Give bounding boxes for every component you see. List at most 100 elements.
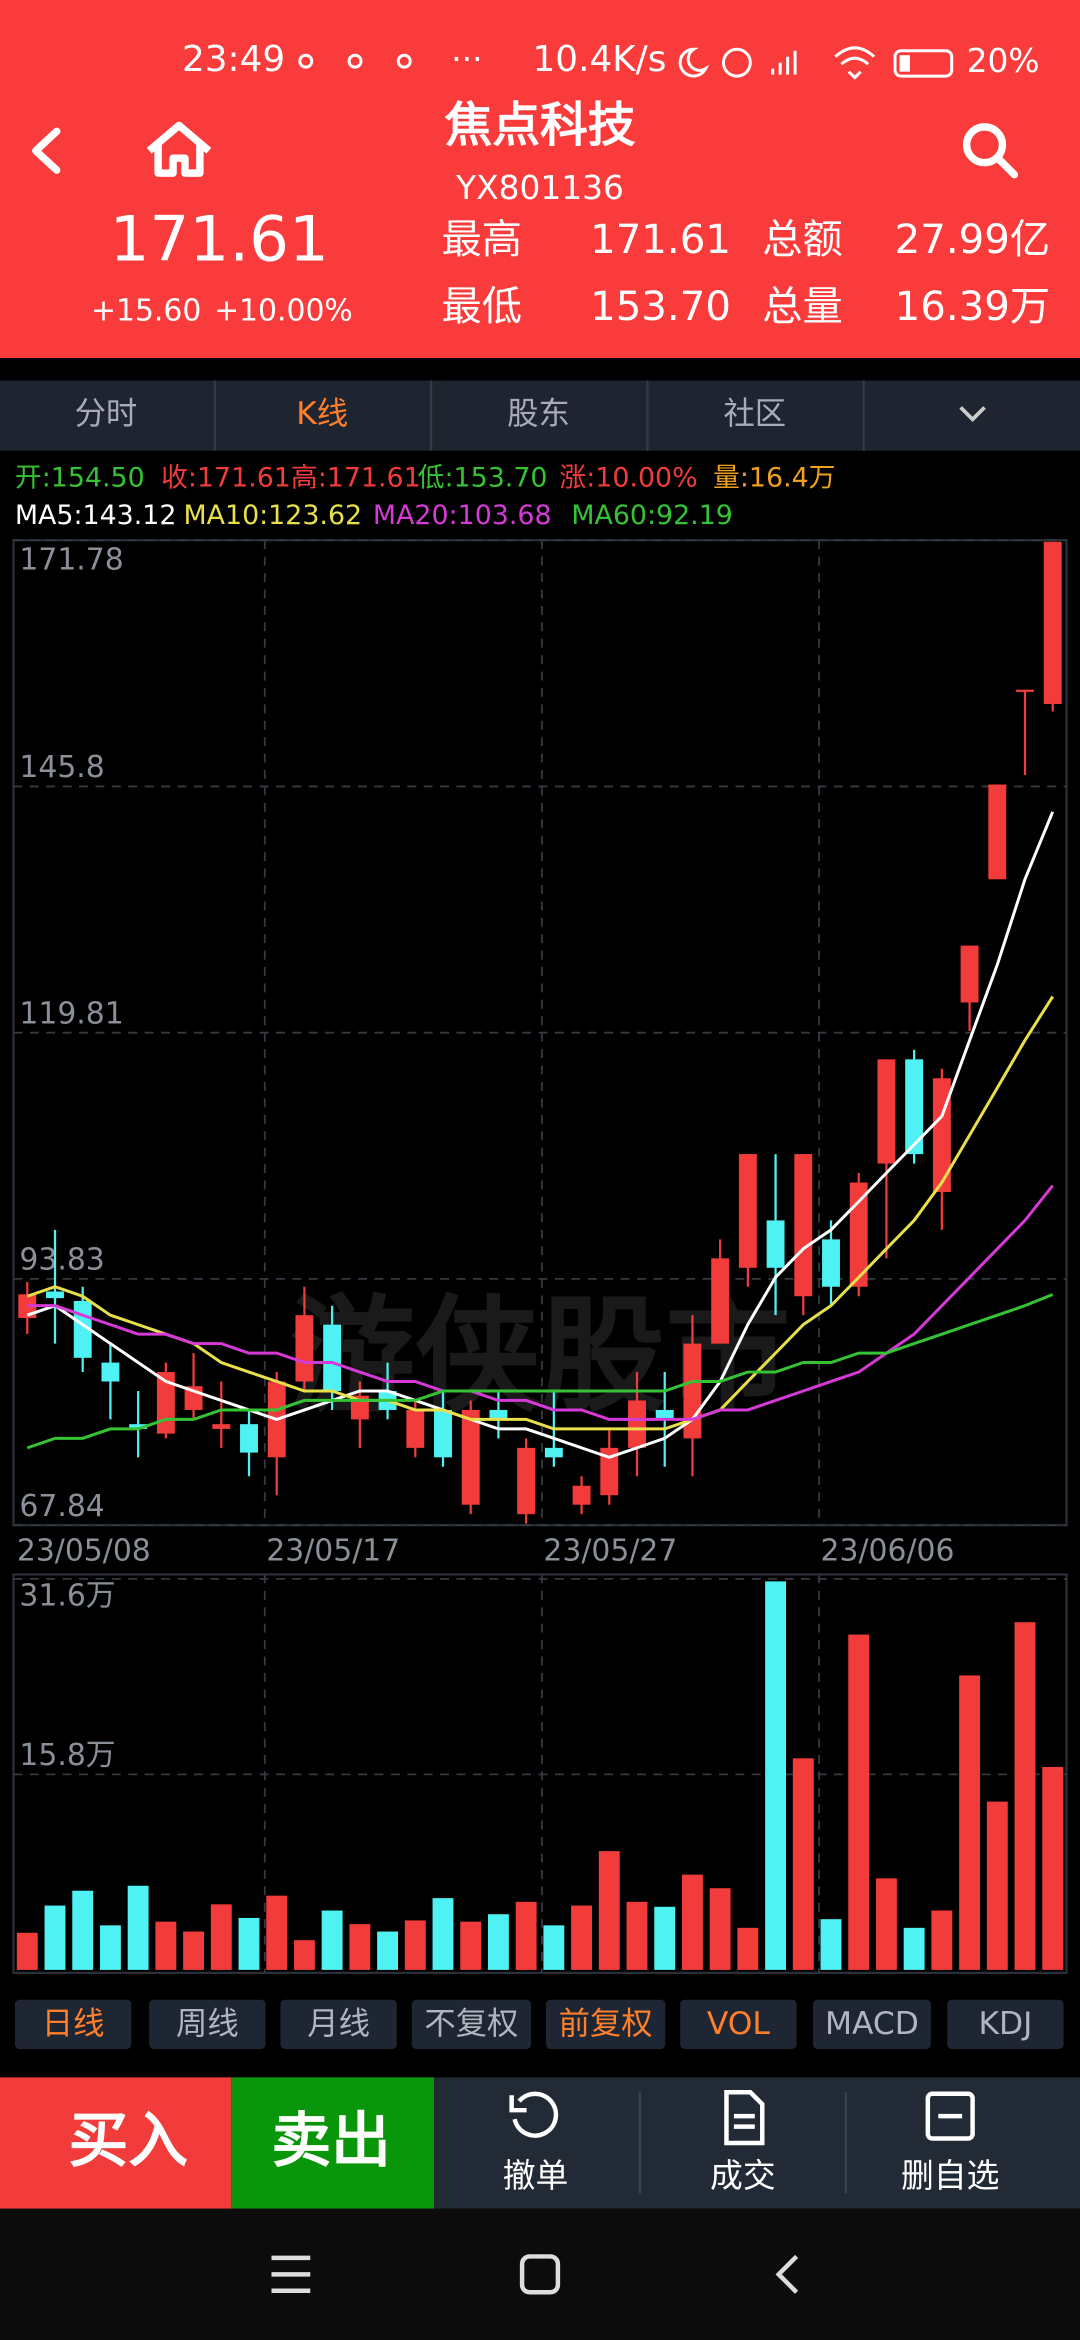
quote-item: 低:153.70: [418, 463, 548, 494]
x-tick-label: 23/06/06: [821, 1534, 955, 1569]
candle-body: [434, 1409, 452, 1458]
search-button[interactable]: [962, 123, 1019, 179]
dropdown-icon[interactable]: [959, 406, 986, 422]
tab[interactable]: 社区: [723, 396, 786, 432]
period-tab[interactable]: 周线: [176, 2006, 239, 2042]
period-tab-bg[interactable]: [812, 1999, 931, 2049]
stat-value: 27.99亿: [895, 217, 1051, 263]
period-tab-bg[interactable]: [149, 1999, 266, 2049]
volume-bar: [183, 1931, 205, 1970]
alarm-icon: [721, 47, 752, 78]
volume-bar: [487, 1914, 509, 1970]
ma-line: [26, 1293, 1054, 1450]
period-tab[interactable]: 不复权: [424, 2006, 518, 2042]
candle-body: [600, 1447, 619, 1496]
candle-body: [461, 1409, 480, 1505]
menu-button[interactable]: [271, 2255, 311, 2293]
period-tab[interactable]: VOL: [707, 2006, 771, 2042]
volume-bar: [460, 1921, 482, 1970]
volume-bar: [16, 1932, 38, 1970]
y-tick-label: 119.81: [19, 996, 123, 1031]
wifi-icon: [834, 46, 876, 80]
volume-bar: [1014, 1622, 1036, 1970]
legend-entry: MA20:103.68: [373, 500, 552, 531]
period-tab-bg[interactable]: [280, 1999, 397, 2049]
price-change-pct: +10.00%: [214, 293, 353, 328]
period-tab[interactable]: 前复权: [559, 2006, 653, 2042]
deals-label[interactable]: 成交: [710, 2157, 776, 2195]
period-tab-bg[interactable]: [545, 1999, 666, 2049]
volume-bar: [820, 1919, 842, 1970]
remove-icon[interactable]: [925, 2091, 975, 2141]
candle-body: [766, 1220, 785, 1268]
back-nav-button[interactable]: [775, 2254, 799, 2294]
stock-name: 焦点科技: [445, 98, 636, 153]
tab[interactable]: 分时: [75, 396, 138, 432]
volume-bar: [1042, 1766, 1064, 1970]
candle-body: [822, 1239, 840, 1287]
period-tab[interactable]: 月线: [307, 2006, 370, 2042]
signal-icon: [771, 50, 797, 75]
buy-label[interactable]: 买入: [69, 2107, 188, 2176]
home-nav-button[interactable]: [519, 2254, 561, 2295]
candle-body: [849, 1182, 868, 1287]
cancel-label[interactable]: 撤单: [503, 2157, 569, 2195]
volume-bar: [959, 1675, 981, 1970]
period-tab[interactable]: KDJ: [978, 2006, 1032, 2042]
volume-bar: [377, 1931, 399, 1970]
volume-bar: [293, 1940, 315, 1970]
tab[interactable]: 股东: [507, 396, 570, 432]
nav-bar: [0, 2208, 1080, 2340]
volume-bar: [404, 1920, 426, 1970]
volume-bar: [654, 1906, 676, 1970]
period-tab-bg[interactable]: [947, 1999, 1064, 2049]
quote-item: 量:16.4万: [713, 463, 835, 494]
tab[interactable]: K线: [296, 396, 348, 432]
volume-bar: [543, 1925, 565, 1970]
volume-bar: [848, 1634, 870, 1970]
back-button[interactable]: [32, 127, 61, 174]
action-separators: [638, 2092, 847, 2194]
volume-bar: [44, 1905, 66, 1970]
search-handle[interactable]: [994, 154, 1019, 179]
y-tick-label: 171.78: [19, 543, 123, 578]
undo-icon[interactable]: [509, 2091, 559, 2138]
period-tab-bg[interactable]: [14, 1999, 132, 2049]
sell-button[interactable]: [231, 2077, 435, 2209]
sell-label[interactable]: 卖出: [272, 2107, 391, 2176]
status-icon: [396, 53, 412, 69]
volume-bar: [765, 1581, 787, 1970]
buy-button[interactable]: [0, 2077, 232, 2209]
volume-bar: [349, 1924, 371, 1970]
price-change: +15.60: [91, 293, 201, 328]
period-tab[interactable]: 日线: [42, 2006, 105, 2042]
x-tick-label: 23/05/08: [17, 1534, 151, 1569]
ma-line: [26, 995, 1054, 1431]
x-tick-label: 23/05/27: [543, 1534, 677, 1569]
remove-label[interactable]: 删自选: [901, 2157, 999, 2195]
battery-icon: [893, 49, 954, 78]
volume-bar: [321, 1910, 343, 1970]
deals-icon[interactable]: [724, 2090, 765, 2146]
candle-body: [1043, 541, 1062, 704]
quote-item: 开:154.50: [15, 463, 145, 494]
volume-bar: [931, 1910, 953, 1970]
volume-bar: [72, 1890, 94, 1970]
candle-body: [738, 1154, 757, 1268]
candle-body: [295, 1315, 314, 1382]
chart-bg: [0, 358, 1080, 2078]
home-button[interactable]: [146, 121, 212, 177]
period-tab-bg[interactable]: [680, 1999, 797, 2049]
legend-entry: MA10:123.62: [183, 500, 362, 531]
candle-body: [1016, 689, 1034, 692]
x-tick-label: 23/05/17: [266, 1534, 400, 1569]
period-tab[interactable]: MACD: [825, 2006, 919, 2042]
period-tab-bg[interactable]: [411, 1999, 532, 2049]
status-speed: 10.4K/s: [533, 39, 667, 80]
volume-bar: [238, 1917, 260, 1970]
volume-bar: [598, 1851, 620, 1970]
search-lens[interactable]: [962, 123, 1007, 167]
candle-body: [240, 1424, 258, 1453]
volume-bar: [99, 1925, 121, 1970]
